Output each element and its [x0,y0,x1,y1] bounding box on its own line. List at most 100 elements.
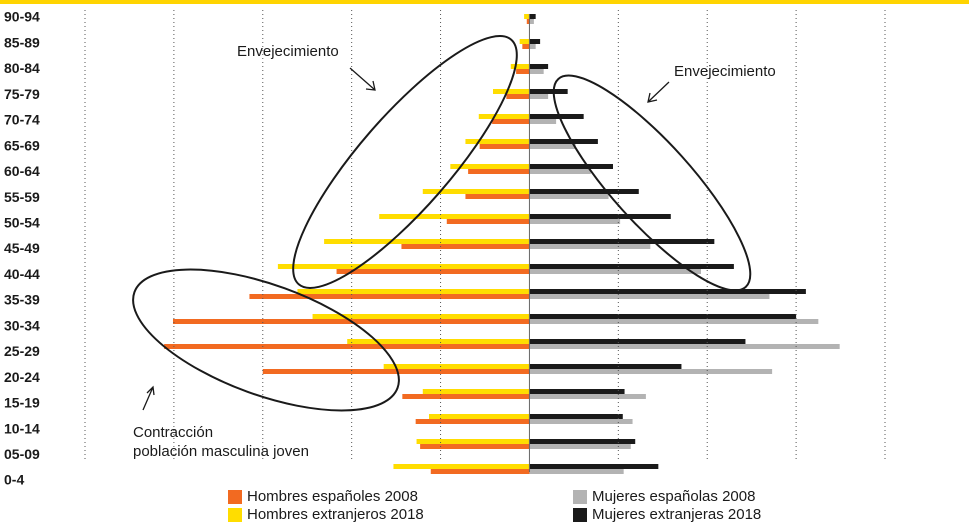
annotation: población masculina joven [133,443,309,460]
annotation: Contracción [133,424,213,441]
bar [529,189,639,194]
bar [336,269,530,274]
bar [529,269,701,274]
bar [529,319,819,324]
highlights [132,35,752,412]
bar [529,339,746,344]
bar [529,389,625,394]
legend-swatch [228,508,242,522]
bar [262,369,530,374]
legend-label: Mujeres españolas 2008 [592,488,755,505]
bar [379,214,530,219]
bar [529,369,773,374]
bar [529,44,536,49]
bar [415,419,530,424]
bar [529,289,806,294]
legend-label: Mujeres extranjeras 2018 [592,506,761,523]
bar [524,14,530,19]
bar [516,69,530,74]
bar [492,119,530,124]
y-tick-label: 80-84 [4,60,40,76]
arrow [349,67,376,91]
bar [401,244,530,249]
bar [529,439,636,444]
bar [479,144,530,149]
bar [529,469,624,474]
bar [529,419,633,424]
y-tick-label: 15-19 [4,395,40,411]
bar [420,444,530,449]
arrow [647,81,670,103]
y-tick-label: 75-79 [4,86,40,102]
bar [529,69,544,74]
bar [529,64,549,69]
bar [529,344,840,349]
bar [347,339,530,344]
top-band [0,0,969,4]
y-tick-label: 0-4 [4,472,24,488]
bar [429,414,530,419]
legend-label: Hombres extranjeros 2018 [247,506,424,523]
bar [422,189,530,194]
bar [529,464,659,469]
annotation: Envejecimiento [237,43,339,60]
y-tick-label: 90-94 [4,9,40,25]
bar [510,64,530,69]
bar [422,389,530,394]
arrow [142,385,155,411]
y-tick-label: 30-34 [4,317,40,333]
bar [529,164,613,169]
y-tick-label: 70-74 [4,112,40,128]
bar [526,19,530,24]
bar [450,164,530,169]
bar [529,144,576,149]
bar [529,169,591,174]
y-tick-label: 10-14 [4,420,40,436]
bar [312,314,530,319]
ellipse [132,268,400,412]
y-tick-label: 60-64 [4,163,40,179]
y-tick-label: 45-49 [4,240,40,256]
bar [529,444,631,449]
y-tick-label: 25-29 [4,343,40,359]
ellipse [552,74,752,292]
ellipse [292,35,518,289]
y-tick-label: 85-89 [4,34,40,50]
y-tick-label: 55-59 [4,189,40,205]
bar [277,264,530,269]
legend-swatch [573,490,587,504]
bar [493,89,530,94]
bar [529,294,770,299]
bar [529,39,541,44]
bar [529,264,734,269]
annotation: Envejecimiento [674,63,776,80]
bar [519,39,530,44]
bar [529,314,797,319]
bar [416,439,530,444]
bar [529,414,623,419]
bar [383,364,530,369]
bar [529,364,682,369]
legend-swatch [573,508,587,522]
bar [529,139,598,144]
bar [529,394,646,399]
y-tick-label: 05-09 [4,446,40,462]
bar [529,114,584,119]
bar [529,89,568,94]
bar [506,94,530,99]
arrows [142,67,670,411]
bar [529,119,557,124]
bar [465,194,530,199]
y-tick-label: 35-39 [4,292,40,308]
bar [324,239,530,244]
bar [430,469,530,474]
bar [465,139,530,144]
bar [468,169,530,174]
bar [164,344,530,349]
bar [478,114,530,119]
bar [529,214,671,219]
bar [529,244,651,249]
bar [529,219,621,224]
y-tick-label: 20-24 [4,369,40,385]
